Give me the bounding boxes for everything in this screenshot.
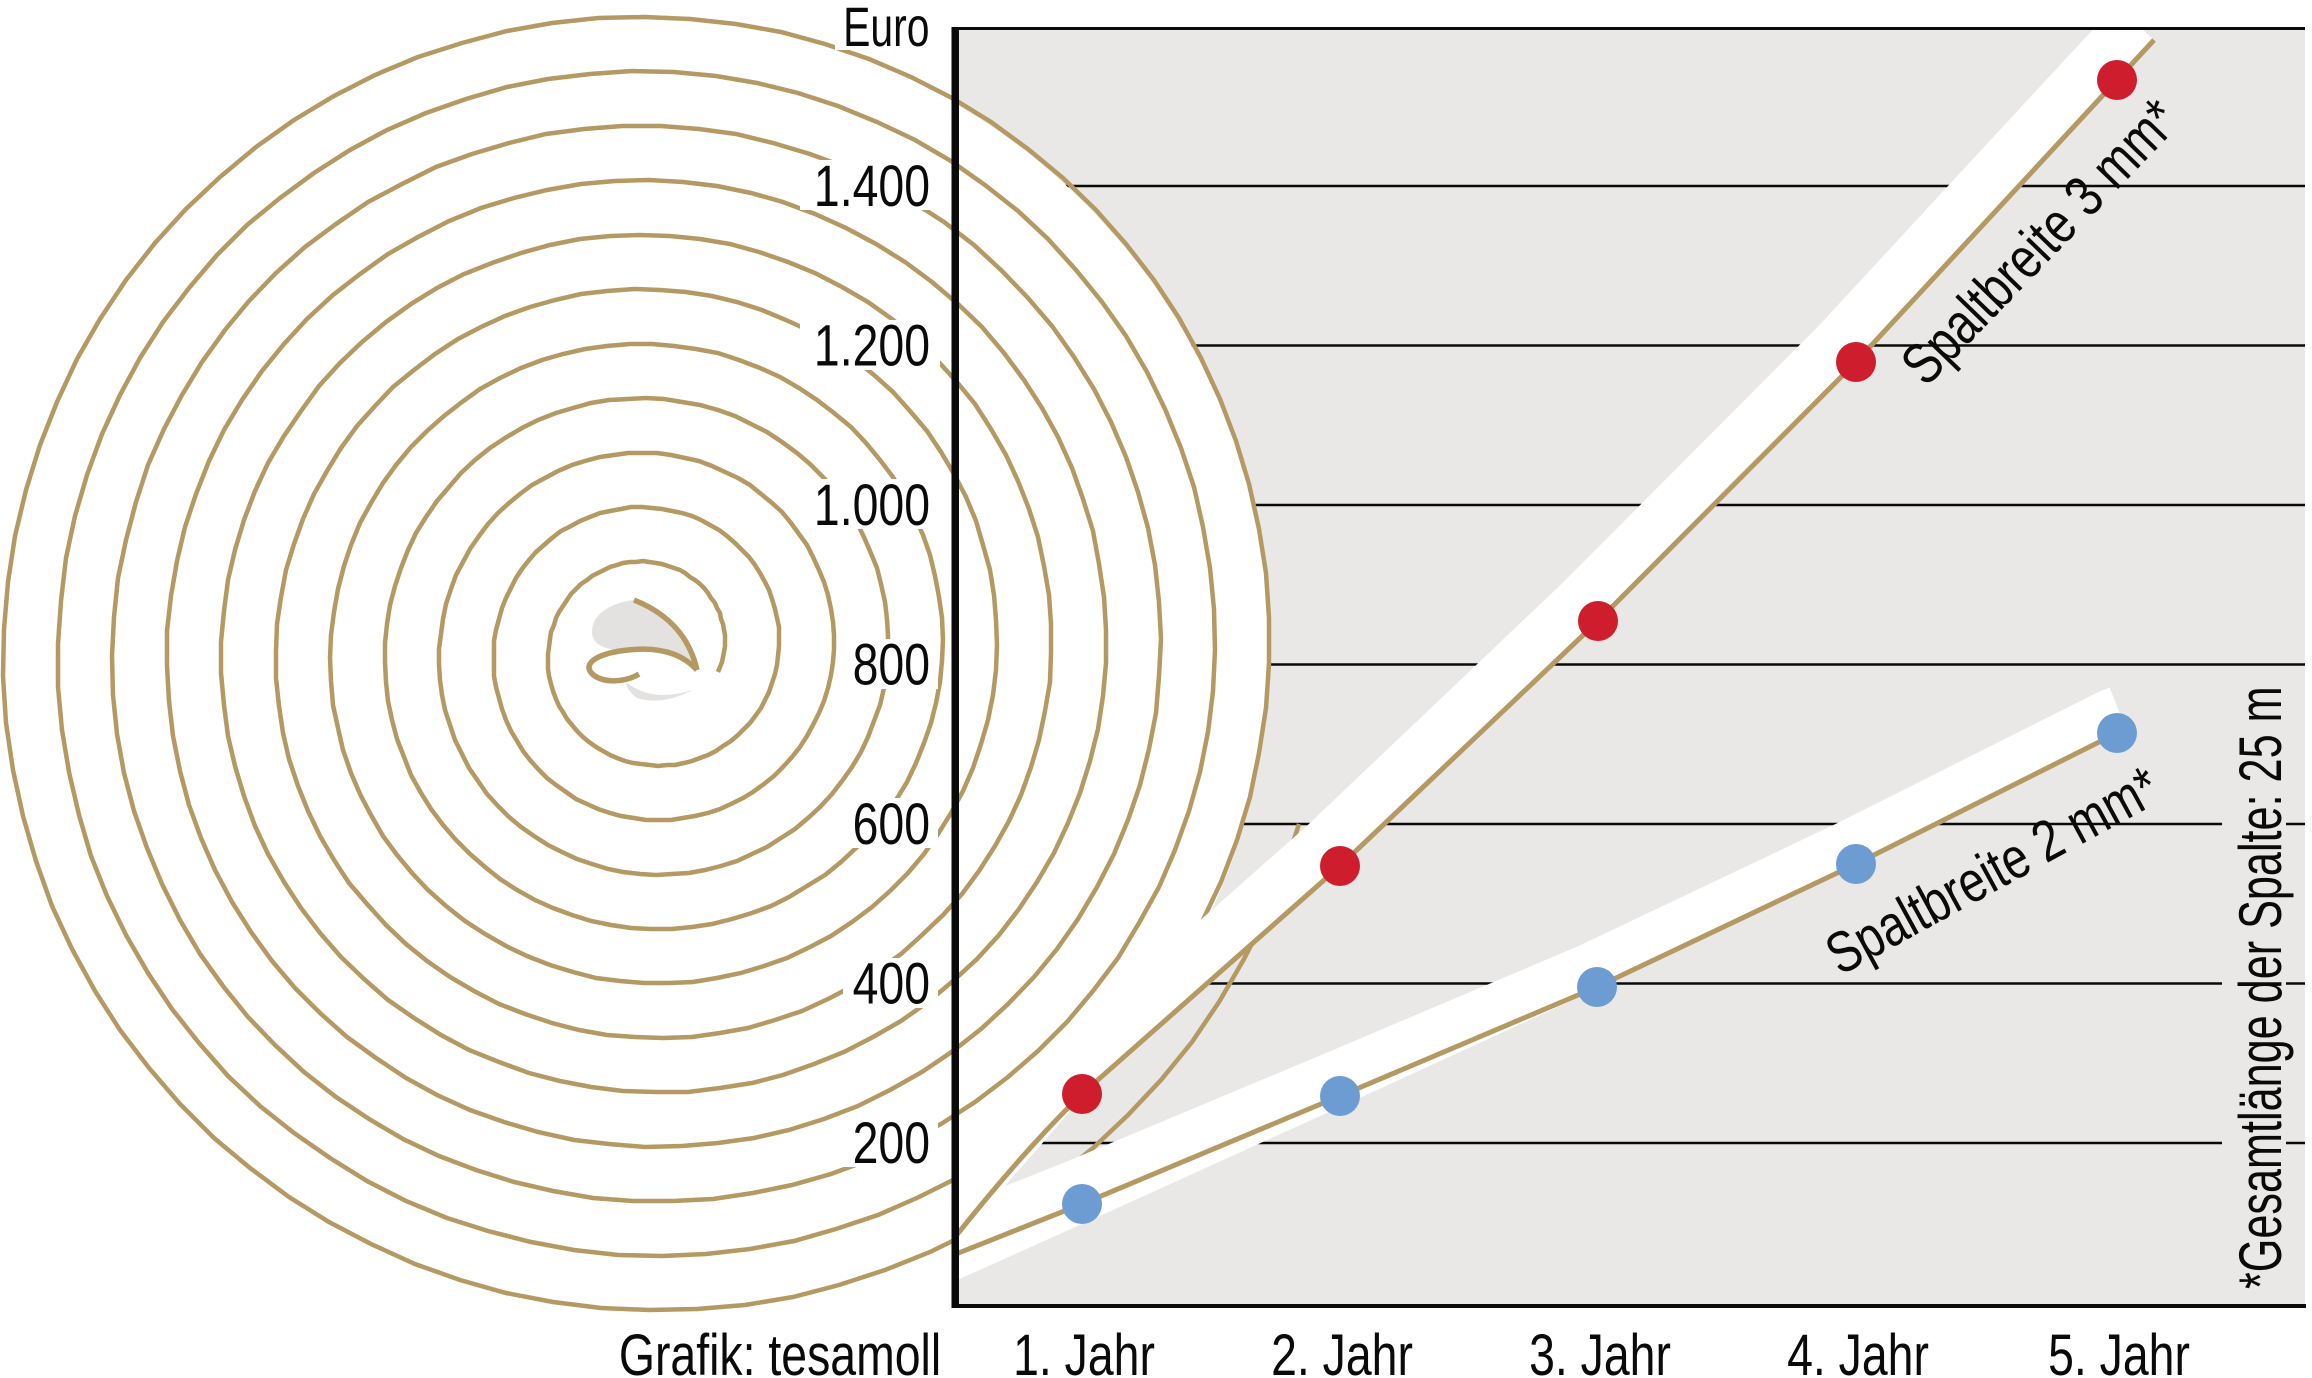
- svg-text:1. Jahr: 1. Jahr: [1013, 1323, 1155, 1378]
- svg-text:Euro: Euro: [843, 0, 929, 59]
- svg-text:1.400: 1.400: [814, 154, 930, 219]
- svg-text:4. Jahr: 4. Jahr: [1787, 1323, 1929, 1378]
- svg-text:5. Jahr: 5. Jahr: [2048, 1323, 2190, 1378]
- svg-text:*Gesamtlänge der Spalte: 25 m: *Gesamtlänge der Spalte: 25 m: [2228, 686, 2295, 1289]
- svg-text:600: 600: [853, 792, 930, 857]
- svg-text:400: 400: [853, 952, 930, 1017]
- svg-text:Grafik: tesamoll: Grafik: tesamoll: [619, 1323, 941, 1378]
- svg-text:200: 200: [853, 1111, 930, 1176]
- svg-text:800: 800: [853, 633, 930, 698]
- svg-text:3. Jahr: 3. Jahr: [1529, 1323, 1671, 1378]
- svg-text:2. Jahr: 2. Jahr: [1271, 1323, 1413, 1378]
- svg-text:1.000: 1.000: [814, 473, 930, 538]
- svg-text:1.200: 1.200: [814, 314, 930, 379]
